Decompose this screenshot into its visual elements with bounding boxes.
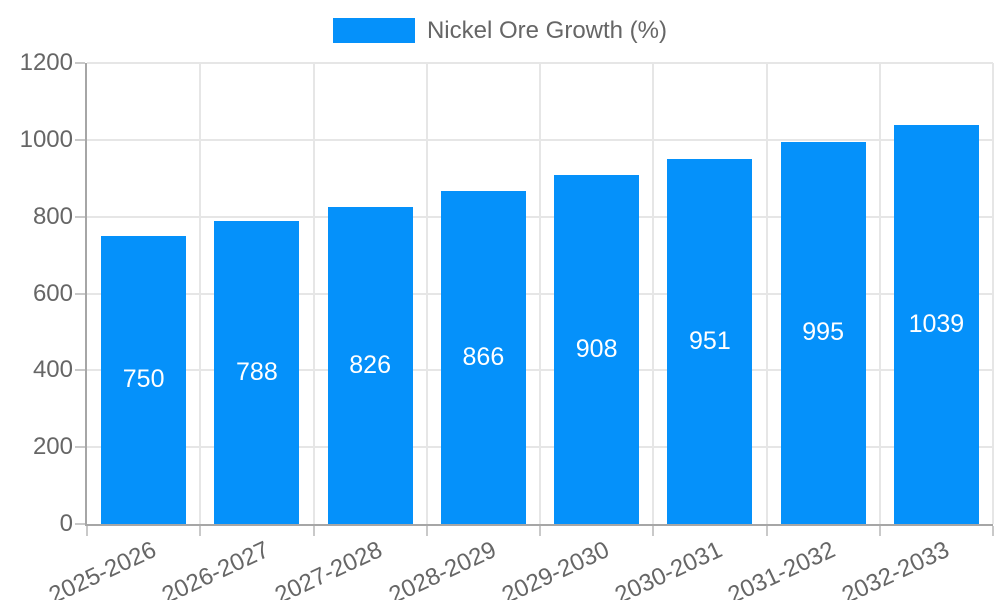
x-tick-label: 2027-2028 <box>271 536 387 600</box>
chart-legend: Nickel Ore Growth (%) <box>0 18 1000 43</box>
v-gridline <box>539 63 541 524</box>
x-tick-label: 2029-2030 <box>497 536 614 600</box>
y-tick-label: 1000 <box>19 125 73 153</box>
v-gridline <box>992 63 994 524</box>
y-axis-tick <box>75 446 85 449</box>
bar-2032-2033[interactable]: 1039 <box>893 124 979 524</box>
x-tick-label: 2030-2031 <box>611 536 727 600</box>
x-axis-tick <box>312 526 315 536</box>
v-gridline <box>765 63 768 524</box>
x-tick-label: 2025-2026 <box>44 536 161 600</box>
bar-2025-2026[interactable]: 750 <box>101 235 187 524</box>
v-gridline <box>199 63 202 524</box>
y-axis-tick <box>75 62 85 64</box>
x-tick-label: 2026-2027 <box>158 536 274 600</box>
bar-2028-2029[interactable]: 866 <box>440 191 526 524</box>
bar-value-label: 951 <box>689 326 731 355</box>
plot-area: 750 788 826 866 908 951 995 1039 <box>75 62 994 536</box>
x-tick-label: 2032-2033 <box>837 536 953 600</box>
y-tick-label: 600 <box>32 279 73 307</box>
x-axis-tick <box>199 526 202 536</box>
y-axis-tick <box>75 138 85 141</box>
x-axis-tick <box>539 526 541 536</box>
bar-2026-2027[interactable]: 788 <box>214 221 300 524</box>
bar-value-label: 908 <box>575 335 618 364</box>
legend-color-swatch-icon <box>332 18 415 43</box>
y-tick-label: 1200 <box>19 49 73 76</box>
bar-value-label: 866 <box>462 343 505 372</box>
x-tick-label: 2031-2032 <box>724 536 840 600</box>
bar-2031-2032[interactable]: 995 <box>780 141 866 524</box>
v-gridline <box>312 63 315 524</box>
x-axis-tick <box>86 526 88 536</box>
bar-value-label: 788 <box>236 358 278 387</box>
x-tick-label: 2028-2029 <box>384 536 500 600</box>
bar-value-label: 995 <box>802 318 844 347</box>
y-tick-label: 0 <box>59 510 73 537</box>
x-axis-tick <box>652 526 655 536</box>
x-axis-tick <box>878 526 881 536</box>
v-gridline <box>425 63 428 524</box>
y-axis-tick <box>75 292 85 295</box>
bar-2030-2031[interactable]: 951 <box>667 158 753 524</box>
x-axis-tick <box>765 526 768 536</box>
x-axis-tick <box>992 526 994 536</box>
bar-value-label: 826 <box>349 350 391 379</box>
y-axis-line <box>85 63 87 524</box>
v-gridline <box>652 63 655 524</box>
y-axis-tick <box>75 215 85 218</box>
y-tick-label: 200 <box>32 433 73 461</box>
y-axis-tick <box>75 523 85 525</box>
y-tick-label: 400 <box>32 356 73 384</box>
legend-label: Nickel Ore Growth (%) <box>426 17 668 44</box>
bar-value-label: 1039 <box>908 309 965 338</box>
x-axis-line <box>85 524 993 526</box>
x-axis-tick <box>425 526 428 536</box>
legend-item-nickel-ore-growth[interactable]: Nickel Ore Growth (%) <box>332 17 668 44</box>
bar-2029-2030[interactable]: 908 <box>554 175 640 524</box>
bar-2027-2028[interactable]: 826 <box>327 206 413 524</box>
y-tick-label: 800 <box>32 202 73 230</box>
v-gridline <box>878 63 881 524</box>
y-axis-tick <box>75 369 85 372</box>
bar-value-label: 750 <box>122 365 165 394</box>
